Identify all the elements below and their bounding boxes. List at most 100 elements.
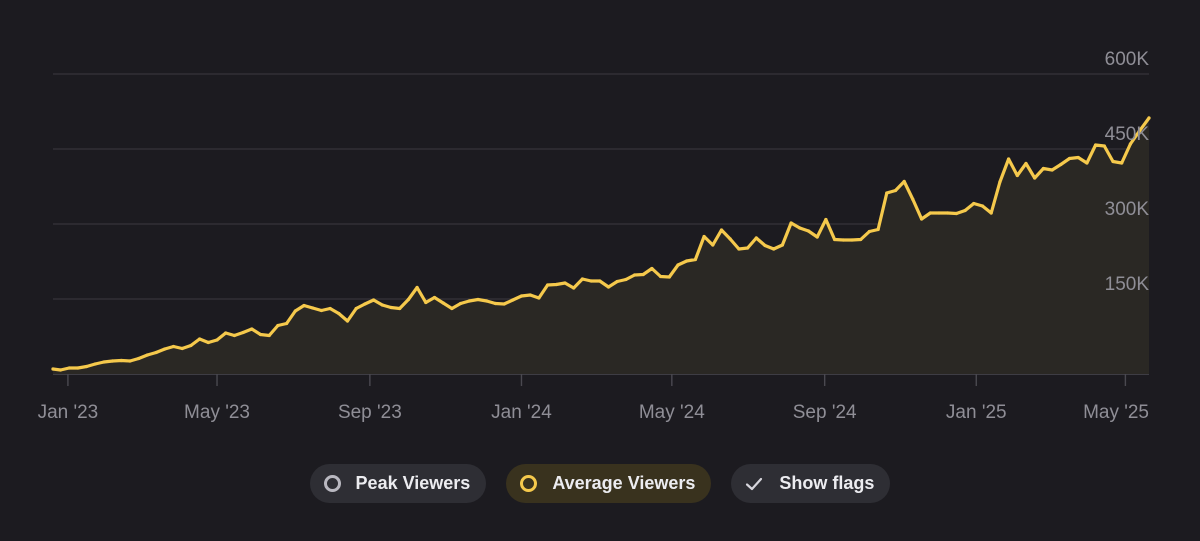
data-point [354, 306, 358, 311]
data-point [432, 295, 437, 300]
x-tick-label: Jan '24 [491, 402, 552, 423]
data-point [302, 303, 306, 308]
data-point [798, 226, 802, 230]
data-point [1137, 129, 1141, 134]
data-point [163, 347, 167, 351]
data-point [424, 300, 428, 305]
data-point [511, 298, 515, 302]
data-point [102, 360, 106, 364]
data-point [754, 236, 758, 240]
data-point [711, 243, 715, 247]
data-point [1007, 157, 1011, 161]
data-point [206, 340, 210, 345]
data-point [459, 301, 463, 306]
data-point [850, 238, 854, 242]
data-point [1041, 166, 1045, 171]
data-point [633, 273, 637, 277]
data-point [1050, 168, 1054, 172]
data-point [563, 281, 567, 285]
data-point [980, 204, 985, 208]
data-point [728, 237, 732, 241]
data-point [1120, 161, 1124, 165]
line-layer [51, 116, 1151, 372]
data-point [267, 333, 271, 338]
data-point [189, 343, 193, 348]
data-point [493, 301, 497, 306]
show-flags-label: Show flags [779, 473, 875, 493]
data-point [293, 309, 297, 313]
data-point [51, 367, 55, 371]
average-viewers-toggle[interactable]: Average Viewers [506, 464, 712, 503]
data-point [972, 201, 976, 206]
data-point [76, 366, 80, 370]
data-point [998, 180, 1002, 184]
data-point [232, 333, 236, 338]
area-layer [53, 118, 1149, 374]
data-point [154, 350, 158, 355]
data-point [1076, 155, 1080, 160]
data-point [876, 227, 880, 232]
x-tick-label: May '25 [1083, 402, 1149, 423]
data-point [589, 279, 593, 283]
data-point [867, 229, 872, 234]
data-point [441, 301, 445, 305]
data-point [519, 294, 524, 298]
data-point [859, 237, 863, 242]
data-point [641, 272, 645, 277]
data-point [406, 297, 410, 302]
series-area [53, 118, 1149, 374]
y-tick-label: 450K [1105, 124, 1150, 145]
circle-icon [520, 475, 538, 492]
data-point [1147, 116, 1151, 120]
data-point [1059, 162, 1063, 167]
data-point [598, 279, 602, 283]
data-point [772, 247, 776, 251]
data-point [180, 346, 184, 351]
data-point [928, 211, 932, 215]
data-point [954, 211, 959, 216]
data-point [380, 303, 384, 307]
data-point [119, 358, 123, 363]
axis-layer: 150K 300K 450K 600K Jan '23 May '23 Sep '23 Jan… [38, 49, 1150, 423]
data-point [693, 257, 698, 262]
data-point [319, 308, 323, 313]
data-point [624, 277, 628, 282]
y-tick-label: 600K [1105, 49, 1150, 70]
data-point [885, 191, 889, 195]
x-tick-label: Jan '25 [946, 402, 1007, 423]
data-point [241, 330, 245, 335]
data-point [128, 359, 132, 363]
data-point [676, 263, 680, 267]
data-point [111, 359, 115, 363]
data-point [528, 293, 532, 297]
data-point [85, 364, 89, 369]
data-point [215, 338, 219, 342]
data-point [780, 243, 785, 247]
x-tick-label: May '23 [184, 402, 250, 423]
data-point [554, 282, 558, 287]
data-point [824, 217, 828, 222]
data-point [763, 243, 767, 248]
data-point [737, 247, 741, 251]
data-point [615, 279, 619, 284]
data-point [893, 188, 898, 193]
peak-viewers-toggle[interactable]: Peak Viewers [309, 464, 487, 503]
data-point [258, 332, 263, 337]
checkmark-icon [746, 477, 763, 490]
data-point [311, 306, 315, 310]
data-point [1024, 161, 1028, 166]
x-tick-label: Sep '23 [338, 402, 402, 423]
data-point [450, 306, 454, 311]
data-point [372, 298, 376, 302]
data-point [806, 229, 811, 233]
show-flags-toggle[interactable]: Show flags [731, 464, 891, 503]
data-point [989, 211, 993, 215]
data-point [572, 286, 576, 290]
data-point [145, 353, 149, 357]
data-point [963, 208, 967, 213]
data-point [659, 274, 663, 279]
data-point [250, 327, 254, 331]
data-point [171, 344, 176, 349]
